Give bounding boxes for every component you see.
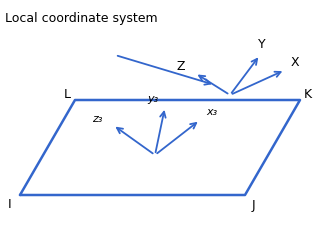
Text: I: I [8,198,12,211]
Text: Local coordinate system: Local coordinate system [5,12,158,25]
Text: x₃: x₃ [206,107,217,117]
Text: Y: Y [258,38,266,52]
Text: Z: Z [177,61,185,74]
Text: z₃: z₃ [92,114,102,124]
Text: J: J [251,198,255,211]
Text: y₃: y₃ [148,94,159,104]
Text: L: L [64,88,70,101]
Text: X: X [291,56,299,68]
Text: K: K [304,88,312,101]
